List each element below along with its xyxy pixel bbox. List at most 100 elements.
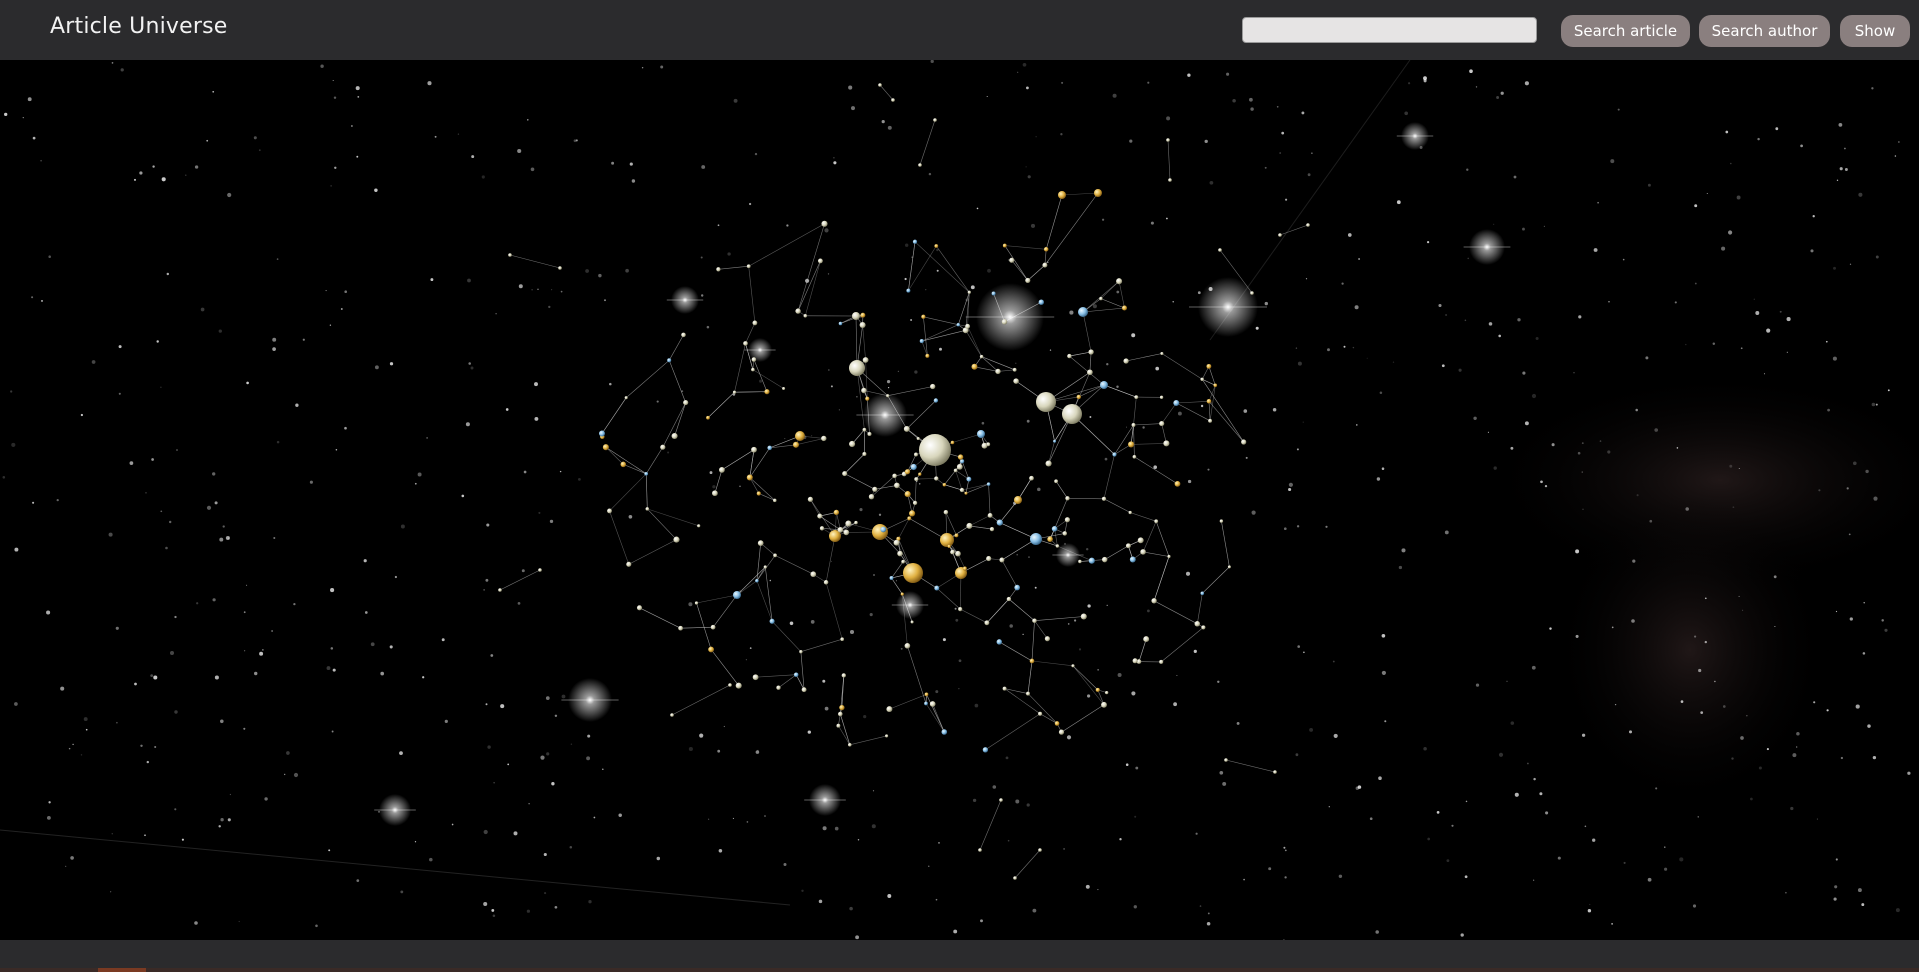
article-node-icon[interactable] bbox=[683, 400, 689, 406]
article-node-icon[interactable] bbox=[836, 723, 841, 728]
article-node-icon[interactable] bbox=[1132, 658, 1138, 664]
article-node-icon[interactable] bbox=[904, 491, 911, 498]
article-node-icon[interactable] bbox=[971, 363, 978, 370]
article-node-icon[interactable] bbox=[823, 580, 829, 585]
article-node-icon[interactable] bbox=[901, 559, 905, 564]
article-node-icon[interactable] bbox=[933, 398, 939, 403]
article-node-icon[interactable] bbox=[893, 539, 900, 546]
article-graph-canvas[interactable] bbox=[0, 60, 1919, 940]
article-node-icon[interactable] bbox=[859, 321, 866, 329]
article-node-icon[interactable] bbox=[1101, 701, 1107, 708]
article-node-icon[interactable] bbox=[925, 353, 930, 358]
article-node-icon[interactable] bbox=[852, 312, 860, 320]
article-node-icon[interactable] bbox=[930, 383, 936, 390]
article-node-icon[interactable] bbox=[964, 491, 968, 495]
article-node-icon[interactable] bbox=[962, 327, 969, 334]
article-node-icon[interactable] bbox=[929, 701, 936, 707]
article-node-icon[interactable] bbox=[903, 563, 923, 583]
article-node-icon[interactable] bbox=[1151, 598, 1157, 604]
article-node-icon[interactable] bbox=[872, 486, 878, 492]
article-node-icon[interactable] bbox=[1206, 399, 1212, 404]
article-node-icon[interactable] bbox=[1200, 591, 1205, 596]
article-node-icon[interactable] bbox=[636, 605, 643, 611]
article-node-icon[interactable] bbox=[940, 533, 954, 547]
article-node-icon[interactable] bbox=[1032, 618, 1037, 623]
article-node-icon[interactable] bbox=[840, 637, 845, 642]
article-node-icon[interactable] bbox=[943, 509, 949, 515]
article-node-icon[interactable] bbox=[1065, 496, 1070, 501]
article-node-icon[interactable] bbox=[996, 519, 1003, 526]
article-node-icon[interactable] bbox=[838, 711, 843, 717]
article-node-icon[interactable] bbox=[810, 571, 817, 578]
article-node-icon[interactable] bbox=[1116, 278, 1123, 285]
article-node-icon[interactable] bbox=[706, 415, 710, 420]
article-node-icon[interactable] bbox=[1250, 291, 1254, 295]
article-node-icon[interactable] bbox=[904, 642, 911, 649]
article-node-icon[interactable] bbox=[919, 339, 924, 344]
article-node-icon[interactable] bbox=[498, 588, 502, 592]
article-node-icon[interactable] bbox=[602, 444, 609, 451]
article-node-icon[interactable] bbox=[817, 258, 823, 264]
article-node-icon[interactable] bbox=[861, 387, 867, 394]
article-node-icon[interactable] bbox=[962, 566, 967, 571]
article-node-icon[interactable] bbox=[538, 568, 542, 572]
article-node-icon[interactable] bbox=[854, 520, 858, 525]
article-node-icon[interactable] bbox=[999, 798, 1003, 802]
article-node-icon[interactable] bbox=[829, 530, 841, 542]
article-node-icon[interactable] bbox=[1058, 729, 1065, 735]
search-input[interactable] bbox=[1242, 17, 1537, 43]
article-node-icon[interactable] bbox=[1054, 721, 1060, 726]
article-node-icon[interactable] bbox=[1064, 517, 1070, 523]
article-node-icon[interactable] bbox=[620, 461, 627, 468]
article-node-icon[interactable] bbox=[977, 430, 985, 438]
article-node-icon[interactable] bbox=[1042, 262, 1048, 268]
article-node-icon[interactable] bbox=[906, 288, 911, 293]
article-node-icon[interactable] bbox=[773, 553, 777, 558]
article-node-icon[interactable] bbox=[934, 476, 939, 481]
article-node-icon[interactable] bbox=[919, 434, 951, 466]
article-node-icon[interactable] bbox=[1051, 526, 1058, 532]
article-node-icon[interactable] bbox=[966, 522, 973, 529]
article-node-icon[interactable] bbox=[1306, 223, 1310, 227]
article-node-icon[interactable] bbox=[1134, 395, 1139, 400]
article-node-icon[interactable] bbox=[751, 367, 755, 372]
article-node-icon[interactable] bbox=[1206, 363, 1212, 369]
article-node-icon[interactable] bbox=[1132, 454, 1137, 459]
article-node-icon[interactable] bbox=[1167, 554, 1171, 559]
article-node-icon[interactable] bbox=[1013, 378, 1019, 384]
article-node-icon[interactable] bbox=[965, 323, 971, 329]
article-node-icon[interactable] bbox=[769, 618, 775, 624]
article-node-icon[interactable] bbox=[1227, 565, 1231, 569]
article-node-icon[interactable] bbox=[1047, 536, 1053, 542]
article-node-icon[interactable] bbox=[868, 494, 875, 500]
article-node-icon[interactable] bbox=[1006, 596, 1012, 602]
article-node-icon[interactable] bbox=[1159, 421, 1165, 427]
article-node-icon[interactable] bbox=[708, 646, 714, 653]
article-node-icon[interactable] bbox=[933, 118, 937, 122]
article-node-icon[interactable] bbox=[1054, 479, 1058, 484]
article-node-icon[interactable] bbox=[849, 360, 865, 376]
article-node-icon[interactable] bbox=[982, 747, 989, 753]
article-node-icon[interactable] bbox=[897, 550, 903, 557]
article-node-icon[interactable] bbox=[1121, 305, 1128, 311]
article-node-icon[interactable] bbox=[934, 585, 940, 591]
article-node-icon[interactable] bbox=[967, 290, 971, 294]
article-node-icon[interactable] bbox=[924, 692, 929, 697]
article-node-icon[interactable] bbox=[1194, 621, 1201, 627]
article-node-icon[interactable] bbox=[1062, 531, 1068, 536]
article-node-icon[interactable] bbox=[792, 441, 800, 448]
article-node-icon[interactable] bbox=[1101, 556, 1108, 563]
article-node-icon[interactable] bbox=[1078, 307, 1088, 317]
article-node-icon[interactable] bbox=[1012, 367, 1017, 372]
article-node-icon[interactable] bbox=[1224, 758, 1228, 762]
article-node-icon[interactable] bbox=[1088, 349, 1094, 355]
article-node-icon[interactable] bbox=[841, 673, 846, 678]
article-node-icon[interactable] bbox=[1174, 481, 1181, 487]
article-node-icon[interactable] bbox=[817, 513, 823, 519]
article-node-icon[interactable] bbox=[508, 253, 512, 257]
article-node-icon[interactable] bbox=[751, 357, 757, 362]
article-node-icon[interactable] bbox=[934, 244, 939, 248]
article-node-icon[interactable] bbox=[986, 556, 992, 562]
article-node-icon[interactable] bbox=[978, 848, 982, 852]
article-node-icon[interactable] bbox=[1076, 394, 1082, 400]
